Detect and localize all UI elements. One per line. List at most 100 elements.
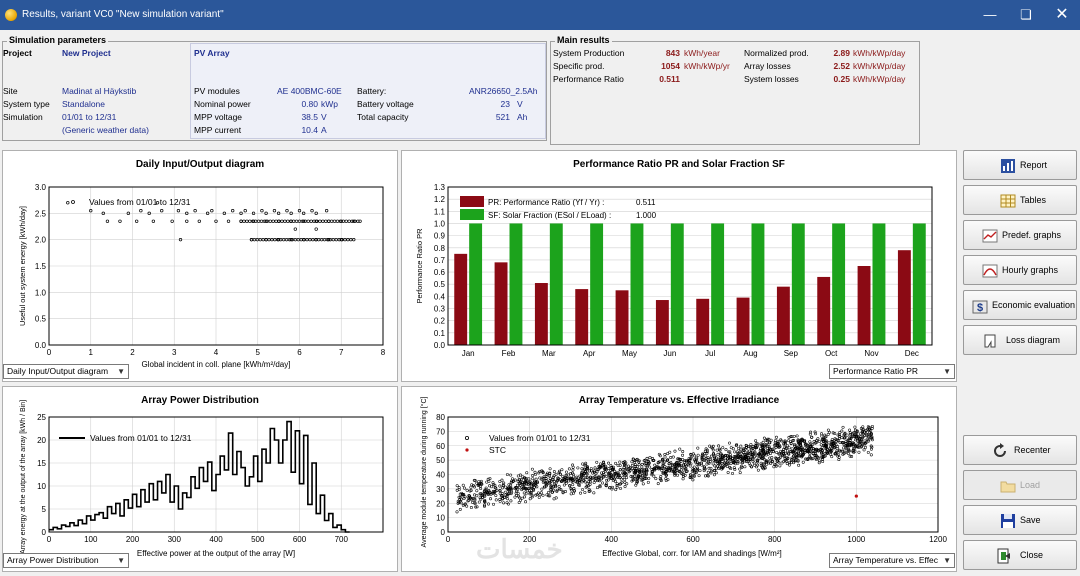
array-temp-point [516,491,520,495]
array-temp-point [669,456,673,459]
predef-graphs-button[interactable]: Predef. graphs [963,220,1077,250]
hourly-graphs-button[interactable]: Hourly graphs [963,255,1077,285]
pr-sf-x-tick-label: Aug [743,349,757,358]
array-temp-point [775,444,779,447]
minimize-button[interactable]: — [983,7,997,22]
array-temp-point [797,454,801,458]
daily-io-point [151,219,156,223]
array-temp-point [507,486,510,490]
array-temp-point [840,436,844,440]
array-temp-point [858,432,862,436]
array-temp-point [557,469,561,473]
pr-bar [534,283,548,345]
load-button[interactable]: Load [963,470,1077,500]
array-temp-point [500,478,504,482]
pr-graph-select[interactable]: Performance Ratio PR ▼ [829,364,955,379]
array-temp-point [665,473,668,477]
array-temp-point [861,431,865,434]
daily-io-y-tick-label: 0.0 [35,341,47,350]
array-temp-point [689,453,693,457]
maximize-button[interactable]: ❏ [1020,7,1032,22]
array-temp-point [517,500,521,504]
array-temp-point [817,461,821,465]
array-temp-point [767,449,771,453]
array-temp-point [663,471,667,475]
array-temp-point [567,467,571,471]
daily-io-point [214,219,218,223]
array-temp-point [537,471,541,475]
array-temp-point [759,455,763,459]
array-temp-point [524,500,528,504]
array-temp-point [465,488,469,492]
array-temp-point [705,462,709,466]
array-temp-point [776,457,780,461]
array-temp-point [841,425,845,429]
array-temp-graph-select-value: Array Temperature vs. Effec [833,555,939,565]
array-temp-point [491,489,495,493]
array-temp-point [564,481,568,485]
array-temp-point [729,446,733,450]
daily-io-point [314,227,318,231]
array-temp-point [580,467,584,471]
array-temp-point [491,483,495,487]
close-window-button[interactable]: ✕ [1055,6,1069,23]
array-temp-point [560,479,564,483]
economic-evaluation-button[interactable]: $ Economic evaluation [963,290,1077,320]
pr-graph-select-value: Performance Ratio PR [833,366,919,376]
array-temp-point [467,496,471,500]
array-temp-point [665,458,669,462]
array-temp-point [765,446,769,450]
array-temp-point [547,474,551,478]
array-temp-point [853,438,857,442]
recenter-button[interactable]: Recenter [963,435,1077,465]
pr-bar [615,290,629,345]
array-temp-point [732,455,736,459]
array-temp-point [581,462,585,466]
battery-label: Battery: [357,86,387,96]
array-temp-point [755,458,759,462]
array-temp-graph-select[interactable]: Array Temperature vs. Effec ▼ [829,553,955,568]
array-temp-point [797,463,801,467]
pr-bar [776,286,790,345]
array-temp-point [610,487,614,491]
array-temp-point [635,479,639,483]
array-temp-point [498,484,502,488]
array-temp-y-tick-label: 80 [436,413,445,422]
line-chart-icon [982,229,998,243]
array-temp-point [842,442,846,446]
close-button[interactable]: Close [963,540,1077,570]
array-temp-point [592,470,596,474]
array-power-chart-panel: Array Power Distribution 0 100 200 300 400 50… [2,386,398,572]
loss-diagram-button[interactable]: Loss diagram [963,325,1077,355]
simulation-value: 01/01 to 12/31 [62,112,117,122]
array-temp-point [754,442,758,446]
array-power-graph-select[interactable]: Array Power Distribution ▼ [3,553,129,568]
array-temp-point [475,489,479,493]
array-temp-point [599,465,603,469]
array-temp-point [507,492,511,496]
tables-button[interactable]: Tables [963,185,1077,215]
array-temp-point [666,452,670,456]
array-temp-point [711,446,715,450]
daily-io-chart: 0 1 2 3 4 5 6 7 8 0.0 0.5 1.0 1.5 2.0 2.5 3.0 Values fr… [18,183,386,369]
array-temp-point [523,477,527,481]
array-temp-point [599,477,603,481]
array-temp-point [528,491,532,495]
report-button[interactable]: Report [963,150,1077,180]
array-temp-point [695,456,699,460]
array-temp-y-tick-label: 50 [436,456,445,465]
array-temp-point [770,456,774,460]
array-temp-point [714,471,718,475]
array-temp-point [751,459,755,463]
array-temp-point [726,471,730,474]
pr-sf-y-tick-label: 1.3 [434,183,446,192]
pr-sf-x-tick-label: Mar [542,349,556,358]
array-temp-point [469,506,473,510]
array-temp-point [736,451,740,455]
save-button[interactable]: Save [963,505,1077,535]
daily-io-graph-select[interactable]: Daily Input/Output diagram ▼ [3,364,129,379]
sf-legend-value: 1.000 [636,211,657,220]
array-temp-point [618,463,622,467]
array-temp-point [681,477,685,481]
chevron-down-icon: ▼ [943,367,951,376]
